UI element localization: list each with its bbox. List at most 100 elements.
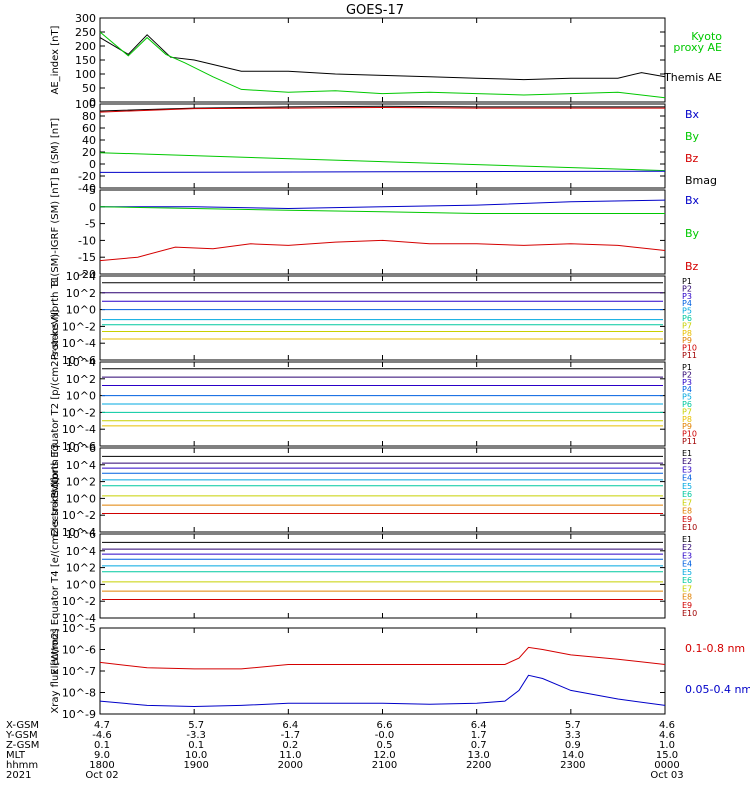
y-tick-label: 10^-4	[62, 612, 96, 625]
y-axis-label: B (SM)-IGRF (SM) [nT]	[50, 177, 61, 286]
legend-entry: E5	[682, 568, 692, 577]
axis-value: 0.5	[377, 740, 393, 751]
y-tick-label: 10^-8	[62, 687, 96, 700]
y-tick-label: 10^-2	[62, 509, 96, 522]
y-axis-label: Protons North T1	[50, 276, 61, 360]
axis-value: 2100	[372, 760, 397, 771]
series-line-3	[99, 152, 666, 172]
axis-value: -3.3	[186, 730, 206, 741]
legend-entry: 0.1-0.8 nm	[685, 642, 745, 655]
legend-entry: P8	[682, 329, 692, 338]
axis-value: 4.7	[94, 720, 110, 731]
y-tick-label: 10^-9	[62, 708, 96, 721]
axis-value: 10.0	[185, 750, 207, 761]
axis-value: 1.7	[471, 730, 487, 741]
legend-entry: E10	[682, 609, 697, 618]
legend-entry: E5	[682, 482, 692, 491]
axis-row-label: X-GSM	[6, 720, 39, 731]
y-axis-label: Electrons North T3	[50, 443, 61, 536]
legend-entry: By	[685, 227, 700, 240]
panel-frame	[99, 103, 666, 189]
axis-value: 0.9	[565, 740, 581, 751]
legend-entry: E8	[682, 593, 692, 602]
axis-value: 9.0	[94, 750, 110, 761]
y-tick-label: 5	[89, 184, 96, 197]
series-line-4	[99, 170, 666, 173]
y-tick-label: 10^4	[66, 356, 96, 369]
y-tick-label: 300	[75, 12, 96, 25]
legend-entry: E6	[682, 490, 692, 499]
legend-entry: E1	[682, 449, 692, 458]
axis-value: 5.7	[188, 720, 204, 731]
series-line-1	[99, 34, 666, 81]
axis-value: 0.1	[188, 740, 204, 751]
legend-entry: E6	[682, 576, 692, 585]
series-line-2	[99, 206, 665, 214]
axis-value: 11.0	[279, 750, 301, 761]
axis-value: 2300	[560, 760, 585, 771]
y-tick-label: 10^0	[66, 578, 96, 591]
axis-value: -0.0	[375, 730, 395, 741]
y-tick-label: 80	[82, 110, 96, 123]
axis-value: -4.6	[92, 730, 112, 741]
y-tick-label: -20	[78, 268, 96, 281]
legend-entry: E2	[682, 543, 692, 552]
y-tick-label: 10^-2	[62, 595, 96, 608]
legend-entry: P4	[682, 385, 692, 394]
axis-value: 3.3	[565, 730, 581, 741]
legend-entry: P5	[682, 307, 692, 316]
axis-value: Oct 03	[650, 770, 683, 781]
chart-title: GOES-17	[346, 3, 404, 18]
series-line-1	[100, 199, 666, 210]
legend-entry: E2	[682, 457, 692, 466]
series-line-3	[99, 239, 666, 262]
legend-entry: P4	[682, 299, 692, 308]
axis-row-label: MLT	[6, 750, 26, 761]
legend-entry: E9	[682, 601, 692, 610]
legend-entry: P6	[682, 400, 692, 409]
y-tick-label: 200	[75, 40, 96, 53]
legend-entry: P9	[682, 336, 692, 345]
series-line-2	[99, 31, 666, 99]
y-tick-label: 100	[75, 68, 96, 81]
legend-entry: E1	[682, 535, 692, 544]
legend-entry: Bx	[685, 108, 700, 121]
legend-entry: P10	[682, 430, 697, 439]
legend-entry: P10	[682, 344, 697, 353]
legend-entry: 0.05-0.4 nm	[685, 683, 750, 696]
legend-entry: Bx	[685, 194, 700, 207]
y-axis-label: AE_index [nT]	[50, 25, 61, 94]
legend-entry: P9	[682, 422, 692, 431]
axis-value: 0000	[654, 760, 679, 771]
legend-entry: E7	[682, 584, 692, 593]
y-tick-label: 50	[82, 82, 96, 95]
y-tick-label: 10^-2	[62, 406, 96, 419]
series-line-2	[99, 674, 666, 708]
y-tick-label: 10^2	[66, 287, 96, 300]
y-tick-label: 10^-4	[62, 526, 96, 539]
series-line-1	[99, 646, 666, 670]
legend-entry: E9	[682, 515, 692, 524]
y-tick-label: -15	[78, 251, 96, 264]
axis-row-label: Z-GSM	[6, 740, 39, 751]
y-axis-label: Xray flux [W/m2]	[50, 628, 61, 713]
legend-entry: P1	[682, 277, 692, 286]
legend-entry: By	[685, 130, 700, 143]
y-tick-label: 40	[82, 134, 96, 147]
y-tick-label: 100	[75, 98, 96, 111]
axis-value: 4.6	[659, 730, 675, 741]
series-line-2	[99, 106, 665, 113]
panel-frame	[99, 275, 666, 361]
y-tick-label: 20	[82, 146, 96, 159]
axis-value: 1900	[183, 760, 208, 771]
y-tick-label: 10^4	[66, 459, 96, 472]
axis-value: 1.0	[659, 740, 675, 751]
axis-value: 6.6	[377, 720, 393, 731]
y-tick-label: 0	[89, 96, 96, 109]
legend-entry: E3	[682, 551, 692, 560]
